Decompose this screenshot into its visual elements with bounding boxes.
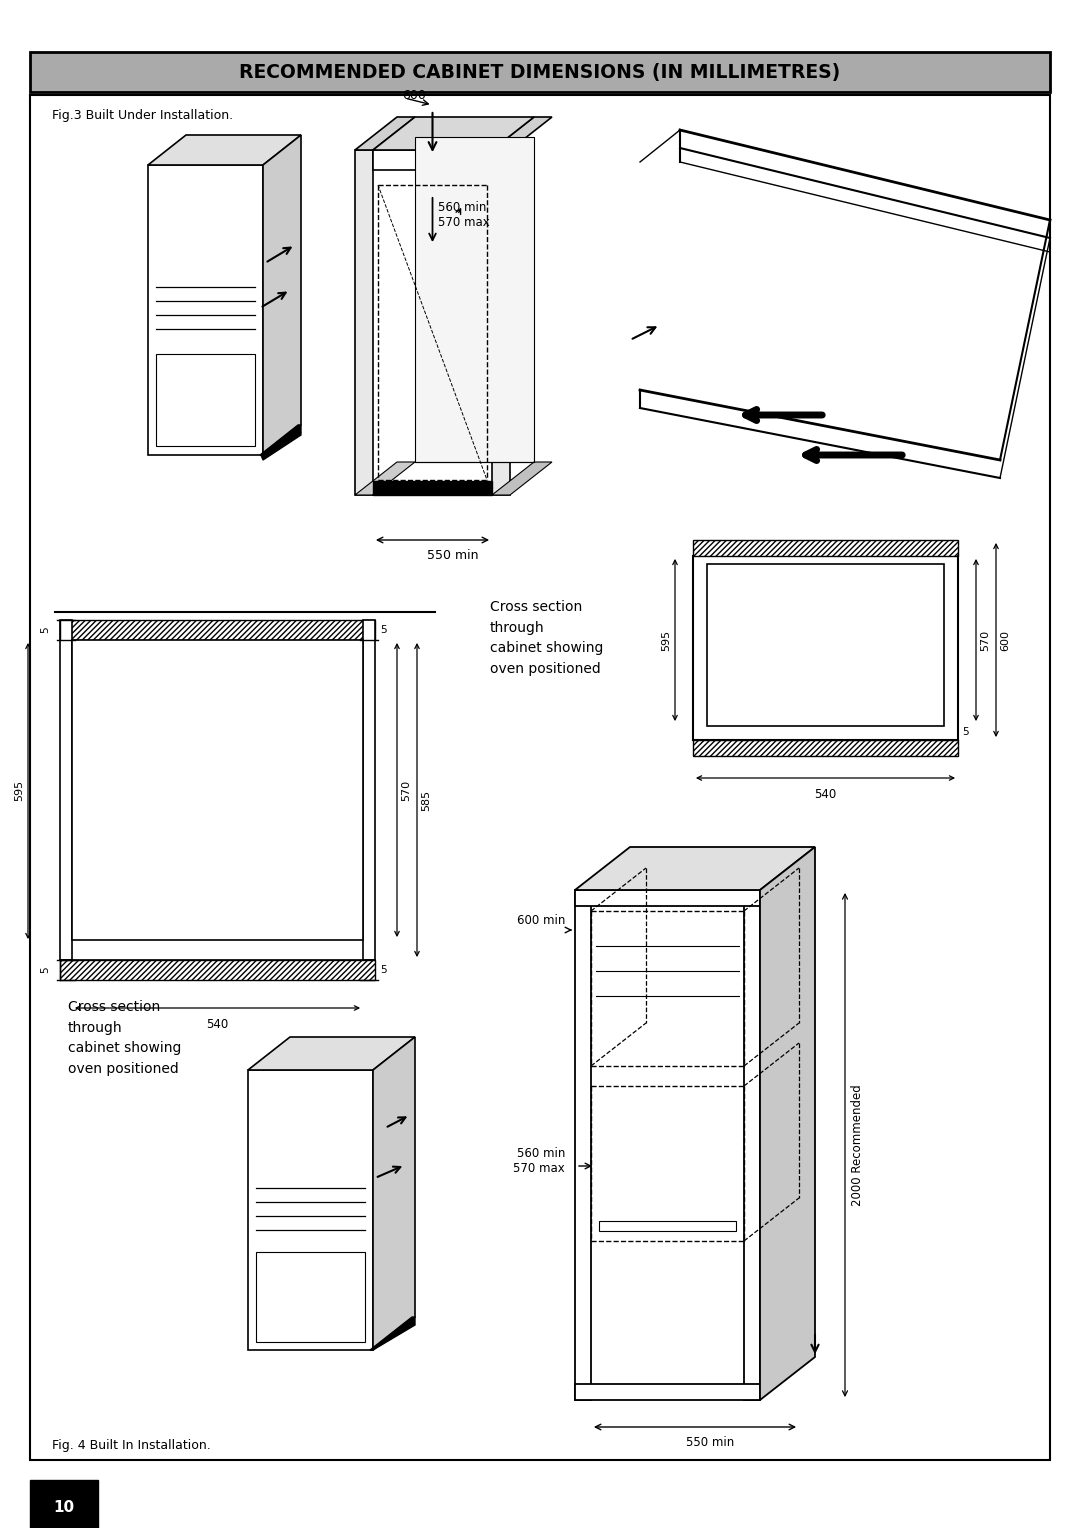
Bar <box>60 960 375 979</box>
Text: RECOMMENDED CABINET DIMENSIONS (IN MILLIMETRES): RECOMMENDED CABINET DIMENSIONS (IN MILLI… <box>240 63 840 81</box>
Polygon shape <box>248 1070 373 1351</box>
Text: 595: 595 <box>14 779 24 801</box>
Text: Cross section
through
cabinet showing
oven positioned: Cross section through cabinet showing ov… <box>68 999 181 1076</box>
Polygon shape <box>492 118 552 150</box>
Text: 600 min: 600 min <box>516 914 565 926</box>
Bar <box>30 52 1050 92</box>
Polygon shape <box>156 353 255 446</box>
Polygon shape <box>575 847 815 889</box>
Text: 600: 600 <box>403 89 427 101</box>
Text: 540: 540 <box>206 1018 229 1030</box>
Text: 550 min: 550 min <box>427 549 478 561</box>
Text: 550 min: 550 min <box>686 1435 734 1449</box>
Polygon shape <box>575 889 591 1400</box>
Text: 585: 585 <box>421 790 431 810</box>
Polygon shape <box>355 118 415 150</box>
Polygon shape <box>355 150 373 495</box>
Text: Fig. 4 Built In Installation.: Fig. 4 Built In Installation. <box>52 1438 211 1452</box>
Bar <box>72 640 363 940</box>
Bar <box>363 620 375 960</box>
Text: 600: 600 <box>1000 630 1010 651</box>
Polygon shape <box>373 118 534 150</box>
Polygon shape <box>373 1038 415 1351</box>
Bar <box>60 620 375 640</box>
Bar <box>707 564 944 726</box>
Text: 5: 5 <box>962 727 969 736</box>
Polygon shape <box>148 134 301 165</box>
Text: 5: 5 <box>380 966 387 975</box>
Polygon shape <box>264 134 301 455</box>
Bar <box>599 1221 735 1232</box>
Polygon shape <box>256 1251 365 1342</box>
Text: 570: 570 <box>401 779 411 801</box>
Text: 5: 5 <box>40 626 50 633</box>
Text: 2000 Recommended: 2000 Recommended <box>851 1085 864 1206</box>
Polygon shape <box>575 1384 760 1400</box>
Bar <box>30 95 1050 1459</box>
Text: 540: 540 <box>814 787 837 801</box>
Polygon shape <box>373 150 492 170</box>
Text: 595: 595 <box>661 630 671 651</box>
Polygon shape <box>248 1038 415 1070</box>
Bar <box>693 740 958 756</box>
Bar <box>693 539 958 556</box>
Polygon shape <box>148 165 264 455</box>
Polygon shape <box>744 889 760 1400</box>
Text: 5: 5 <box>380 625 387 636</box>
Text: 10: 10 <box>53 1500 75 1516</box>
Polygon shape <box>260 425 301 455</box>
Text: 570: 570 <box>980 630 990 651</box>
Text: 560 min
570 max: 560 min 570 max <box>513 1148 565 1175</box>
Bar <box>30 1481 98 1528</box>
Polygon shape <box>370 1317 415 1351</box>
Polygon shape <box>575 889 760 906</box>
Polygon shape <box>492 150 510 495</box>
Text: Cross section
through
cabinet showing
oven positioned: Cross section through cabinet showing ov… <box>490 601 604 675</box>
Text: Fig.3 Built Under Installation.: Fig.3 Built Under Installation. <box>52 108 233 122</box>
Text: 5: 5 <box>40 967 50 973</box>
Polygon shape <box>760 847 815 1400</box>
Polygon shape <box>261 425 301 460</box>
Polygon shape <box>492 461 552 495</box>
Bar <box>373 481 492 495</box>
Polygon shape <box>355 461 415 495</box>
Polygon shape <box>415 138 534 461</box>
Bar <box>60 620 72 960</box>
Text: 560 min
570 max: 560 min 570 max <box>437 202 489 229</box>
